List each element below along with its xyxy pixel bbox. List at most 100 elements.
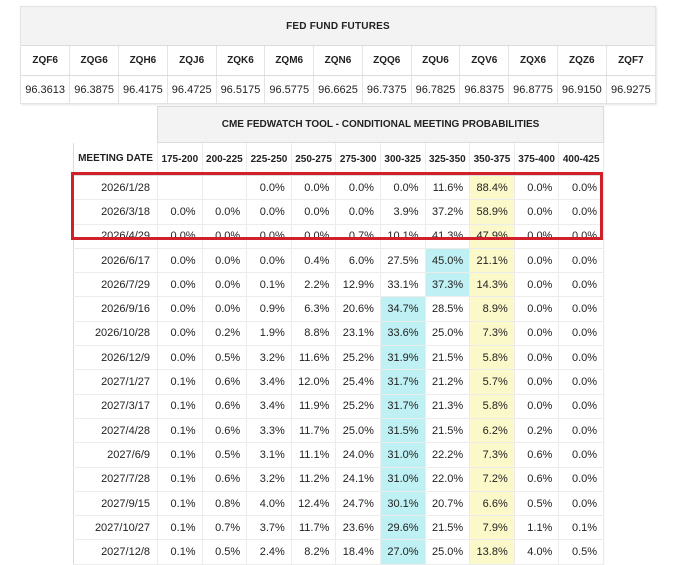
futures-contract-price: 96.5175: [215, 75, 265, 103]
probability-cell: 2.2%: [291, 272, 337, 298]
meeting-date-cell: 2026/4/29: [73, 224, 158, 249]
table-row: 2026/9/16 0.0% 0.0% 0.9% 6.3% 20.6% 34.7% 28.5%…: [73, 296, 605, 322]
rate-range-header: 400-425: [558, 142, 605, 176]
probability-cell: 21.2%: [425, 369, 471, 395]
probability-cell: 0.0%: [558, 175, 605, 201]
probability-cell: 0.0%: [558, 345, 605, 371]
probability-cell: 0.2%: [202, 321, 248, 347]
probability-cell: 0.0%: [558, 369, 605, 395]
probability-cell: 0.6%: [202, 369, 248, 395]
futures-contract-price: 96.9150: [556, 75, 607, 103]
probability-cell: 0.0%: [157, 345, 203, 371]
probability-cell: 0.0%: [157, 296, 203, 322]
futures-contract-price: 96.7375: [361, 75, 412, 103]
probability-cell: 3.9%: [380, 199, 426, 225]
probability-cell: 7.2%: [469, 467, 515, 492]
probability-cell: 11.6%: [291, 345, 337, 371]
probability-cell: 0.0%: [558, 272, 605, 298]
probability-cell: 0.0%: [558, 224, 605, 249]
probability-cell: 25.2%: [335, 394, 381, 419]
probability-cell: 24.0%: [335, 442, 381, 468]
probability-cell: 5.8%: [469, 345, 515, 371]
probability-cell: 34.7%: [380, 296, 426, 322]
probability-cell: 31.5%: [380, 418, 426, 444]
futures-contract-code: ZQG6: [69, 45, 119, 76]
meeting-date-cell: 2027/1/27: [73, 369, 158, 395]
probability-cell: 8.9%: [469, 296, 515, 322]
probability-cell: 0.0%: [335, 175, 381, 201]
probability-cell: 0.0%: [291, 175, 337, 201]
table-row: 2027/9/15 0.1% 0.8% 4.0% 12.4% 24.7% 30.1% 20.7…: [73, 491, 605, 517]
probability-cell: 11.1%: [291, 442, 337, 468]
probability-cell: 0.1%: [157, 467, 203, 492]
probability-cell: 25.0%: [335, 418, 381, 444]
probability-cell: 21.3%: [425, 394, 471, 419]
probability-cell: 0.0%: [514, 345, 560, 371]
table-row: 2027/6/9 0.1% 0.5% 3.1% 11.1% 24.0% 31.0% 22.2%…: [73, 442, 605, 468]
probability-cell: 25.4%: [335, 369, 381, 395]
futures-contract-code: ZQH6: [118, 45, 168, 76]
probability-cell: 0.7%: [202, 515, 248, 541]
probability-cell: 21.5%: [425, 515, 471, 541]
probability-cell: 0.0%: [291, 199, 337, 225]
probability-cell: 0.0%: [558, 199, 605, 225]
probability-cell: 33.6%: [380, 321, 426, 347]
probability-cell: 31.0%: [380, 442, 426, 468]
probability-cell: 31.9%: [380, 345, 426, 371]
probability-cell: 25.0%: [425, 321, 471, 347]
probability-cell: 0.0%: [514, 175, 560, 201]
probability-cell: 0.1%: [157, 515, 203, 541]
probability-cell: 27.5%: [380, 248, 426, 274]
futures-contract-code: ZQK6: [215, 45, 265, 76]
table-row: 2026/6/17 0.0% 0.0% 0.0% 0.4% 6.0% 27.5% 45.0% 2…: [73, 248, 605, 274]
futures-table: FED FUND FUTURES ZQF6 ZQG6 ZQH6 ZQJ6 ZQK6 ZQM…: [21, 7, 655, 103]
rate-range-header: 350-375: [469, 142, 515, 176]
probability-cell: 0.5%: [514, 491, 560, 517]
futures-contract-code: ZQN6: [313, 45, 363, 76]
probability-cell: 0.0%: [157, 321, 203, 347]
probability-cell: 58.9%: [469, 199, 515, 225]
probability-cell: [157, 175, 203, 201]
probability-cell: 4.0%: [246, 491, 292, 517]
probability-cell: 0.0%: [514, 369, 560, 395]
probability-cell: 0.0%: [157, 248, 203, 274]
probability-cell: 0.6%: [202, 418, 248, 444]
probability-cell: 24.7%: [335, 491, 381, 517]
futures-contract-code: ZQF6: [21, 45, 70, 76]
probability-cell: 0.0%: [157, 224, 203, 249]
probability-cell: 0.1%: [157, 369, 203, 395]
probability-cell: 0.0%: [558, 442, 605, 468]
probability-cell: 2.4%: [246, 539, 292, 565]
probability-cell: 6.2%: [469, 418, 515, 444]
probability-cell: 0.0%: [335, 199, 381, 225]
probability-cell: 0.0%: [558, 467, 605, 492]
futures-contract-price: 96.8375: [459, 75, 509, 103]
probability-cell: 5.7%: [469, 369, 515, 395]
probability-cell: 0.0%: [202, 296, 248, 322]
table-row: 2027/7/28 0.1% 0.6% 3.2% 11.2% 24.1% 31.0% 22.0…: [73, 467, 605, 492]
probability-cell: 31.0%: [380, 467, 426, 492]
table-row: 2026/12/9 0.0% 0.5% 3.2% 11.6% 25.2% 31.9% 21.5…: [73, 345, 605, 371]
probability-cell: 1.1%: [514, 515, 560, 541]
table-row: 2027/3/17 0.1% 0.6% 3.4% 11.9% 25.2% 31.7% 21.3…: [73, 394, 605, 419]
probability-cell: 0.1%: [157, 442, 203, 468]
probability-cell: 25.0%: [425, 539, 471, 565]
futures-contract-price: 96.9275: [605, 75, 655, 103]
probability-cell: 0.4%: [291, 248, 337, 274]
probability-cell: 37.2%: [425, 199, 471, 225]
meeting-date-cell: 2027/7/28: [73, 467, 158, 492]
probability-cell: 4.0%: [514, 539, 560, 565]
probability-cell: 3.2%: [246, 345, 292, 371]
probability-cell: 0.2%: [514, 418, 560, 444]
probability-cell: 0.1%: [157, 394, 203, 419]
futures-price-row: 96.3613 96.3875 96.4175 96.4725 96.5175 96.57…: [21, 75, 655, 103]
probability-cell: 5.8%: [469, 394, 515, 419]
fed-fund-futures-panel: FED FUND FUTURES ZQF6 ZQG6 ZQH6 ZQJ6 ZQK6 ZQM…: [20, 6, 656, 104]
probability-cell: 31.7%: [380, 369, 426, 395]
probability-cell: 0.0%: [558, 394, 605, 419]
probability-cell: 0.0%: [202, 272, 248, 298]
probability-cell: 0.5%: [202, 539, 248, 565]
probability-cell: 0.0%: [202, 248, 248, 274]
probability-cell: 12.4%: [291, 491, 337, 517]
futures-contract-code: ZQF7: [605, 45, 655, 76]
